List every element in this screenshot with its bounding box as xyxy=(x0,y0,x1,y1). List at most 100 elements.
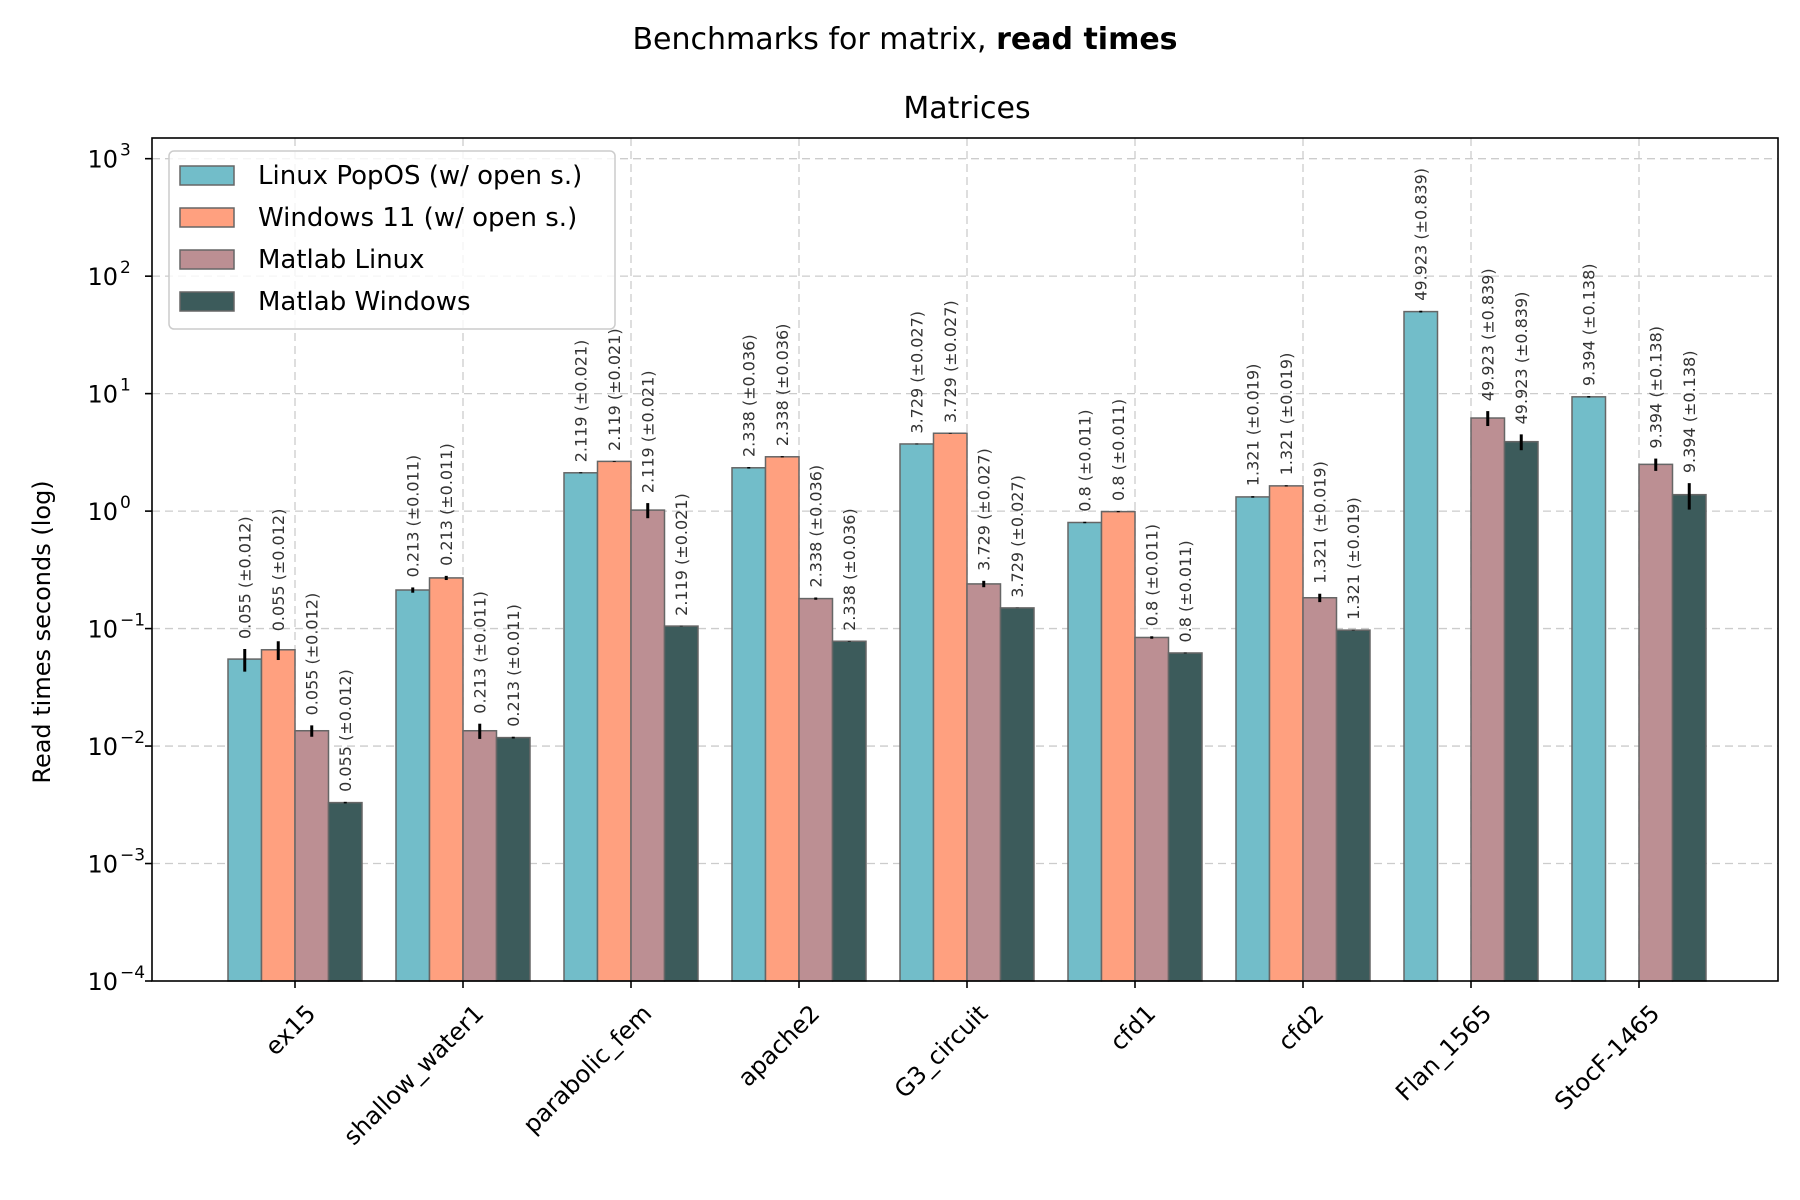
bar-annotation: 3.729 (±0.027) xyxy=(941,300,960,423)
x-tick-label: apache2 xyxy=(733,999,826,1092)
legend-swatch xyxy=(179,207,235,228)
y-tick-exponent: −4 xyxy=(120,963,145,983)
bars xyxy=(227,310,1707,982)
bar xyxy=(1470,417,1506,982)
bar xyxy=(227,658,263,982)
bar-annotation: 1.321 (±0.019) xyxy=(1277,353,1296,476)
bar-annotation: 1.321 (±0.019) xyxy=(1311,461,1330,584)
legend-label: Linux PopOS (w/ open s.) xyxy=(258,161,582,191)
bar-annotation: 0.055 (±0.012) xyxy=(269,509,288,632)
bar-annotation: 0.8 (±0.011) xyxy=(1176,540,1195,642)
axes-title: Matrices xyxy=(903,91,1030,126)
y-tick-label: 10 xyxy=(87,146,118,174)
bar-annotation: 1.321 (±0.019) xyxy=(1244,364,1263,487)
bar-annotation: 49.923 (±0.839) xyxy=(1412,168,1431,301)
legend-swatch xyxy=(179,291,235,312)
bar-annotation: 2.119 (±0.021) xyxy=(605,328,624,451)
bar-annotation: 0.8 (±0.011) xyxy=(1076,410,1095,512)
bar-annotation: 0.213 (±0.011) xyxy=(404,455,423,578)
bar-annotation: 0.213 (±0.011) xyxy=(471,591,490,714)
bar-annotation: 3.729 (±0.027) xyxy=(975,448,994,571)
bar-annotation: 9.394 (±0.138) xyxy=(1647,326,1666,449)
bar xyxy=(1134,636,1170,982)
bar xyxy=(563,472,599,982)
y-tick-exponent: −1 xyxy=(120,611,145,631)
x-tick-label: shallow_water1 xyxy=(338,999,489,1150)
bar-annotations: 0.055 (±0.012) 0.055 (±0.012) 0.055 (±0.01… xyxy=(236,168,1700,792)
plot-frame xyxy=(151,137,1779,982)
bar-annotation: 0.8 (±0.011) xyxy=(1109,399,1128,501)
x-tick-label: cfd2 xyxy=(1273,999,1330,1056)
error-bars xyxy=(243,310,1691,804)
bar xyxy=(1403,310,1439,982)
bar-annotation: 3.729 (±0.027) xyxy=(1008,475,1027,598)
bar xyxy=(831,640,867,982)
y-tick-label: 10 xyxy=(87,616,118,644)
x-axis: ex15 shallow_water1 parabolic_fem apache2 G3… xyxy=(260,981,1665,1151)
bar xyxy=(731,467,767,982)
y-tick-label: 10 xyxy=(87,263,118,291)
bar-annotation: 3.729 (±0.027) xyxy=(908,311,927,434)
bar xyxy=(966,583,1002,982)
legend-label: Matlab Linux xyxy=(258,245,425,275)
y-tick-label: 10 xyxy=(87,381,118,409)
bar-annotation: 9.394 (±0.138) xyxy=(1680,351,1699,474)
x-tick-label: Flan_1565 xyxy=(1390,999,1497,1106)
y-tick-exponent: 0 xyxy=(120,493,131,513)
y-tick-label: 10 xyxy=(87,968,118,996)
bar xyxy=(999,607,1035,982)
bar xyxy=(932,432,968,982)
bar-annotation: 2.338 (±0.036) xyxy=(840,508,859,631)
x-tick-label: G3_circuit xyxy=(889,999,993,1103)
legend: Linux PopOS (w/ open s.) Windows 11 (w/ o… xyxy=(168,150,616,330)
bar xyxy=(260,649,296,982)
legend-label: Matlab Windows xyxy=(258,287,471,317)
x-tick-label: cfd1 xyxy=(1105,999,1162,1056)
bar-annotation: 2.338 (±0.036) xyxy=(740,334,759,457)
bar xyxy=(764,456,800,982)
bar xyxy=(327,801,363,982)
bar xyxy=(1671,493,1707,982)
bar xyxy=(428,577,464,982)
bar xyxy=(899,443,935,982)
bar xyxy=(1100,510,1136,982)
figure-title-bold: read times xyxy=(996,22,1177,57)
bar xyxy=(1235,496,1271,982)
bar xyxy=(1067,521,1103,982)
bar-annotation: 2.119 (±0.021) xyxy=(572,340,591,463)
y-tick-exponent: 1 xyxy=(120,376,131,396)
bar-annotation: 0.213 (±0.011) xyxy=(437,443,456,566)
bar xyxy=(1503,440,1539,982)
bar-annotation: 2.338 (±0.036) xyxy=(773,324,792,447)
bar xyxy=(1268,485,1304,982)
bar xyxy=(1167,652,1203,982)
legend-swatch xyxy=(179,165,235,186)
figure-title-text: Benchmarks for matrix, xyxy=(632,22,996,57)
bar-annotation: 2.119 (±0.021) xyxy=(639,371,658,494)
bar-annotation: 0.055 (±0.012) xyxy=(303,593,322,716)
y-tick-label: 10 xyxy=(87,851,118,879)
bar-annotation: 0.213 (±0.011) xyxy=(504,604,523,727)
y-tick-exponent: −2 xyxy=(120,728,145,748)
y-tick-label: 10 xyxy=(87,733,118,761)
x-tick-label: ex15 xyxy=(260,999,322,1061)
bar xyxy=(395,589,431,982)
figure-title: Benchmarks for matrix, read times xyxy=(632,22,1177,57)
y-tick-exponent: 3 xyxy=(120,141,131,161)
bar xyxy=(663,625,699,982)
y-tick-label: 10 xyxy=(87,498,118,526)
bar-annotation: 0.055 (±0.012) xyxy=(236,516,255,639)
bar xyxy=(1302,596,1338,982)
bar-annotation: 9.394 (±0.138) xyxy=(1580,263,1599,386)
x-tick-label: StocF-1465 xyxy=(1549,999,1665,1115)
bar-annotation: 0.055 (±0.012) xyxy=(336,669,355,792)
bar xyxy=(294,729,330,982)
bar xyxy=(1335,629,1371,982)
bar-annotation: 2.338 (±0.036) xyxy=(807,465,826,588)
bar-annotation: 0.8 (±0.011) xyxy=(1143,524,1162,626)
bar xyxy=(1571,396,1607,982)
x-tick-label: parabolic_fem xyxy=(518,999,658,1139)
bar-annotation: 1.321 (±0.019) xyxy=(1344,497,1363,620)
legend-swatch xyxy=(179,249,235,270)
